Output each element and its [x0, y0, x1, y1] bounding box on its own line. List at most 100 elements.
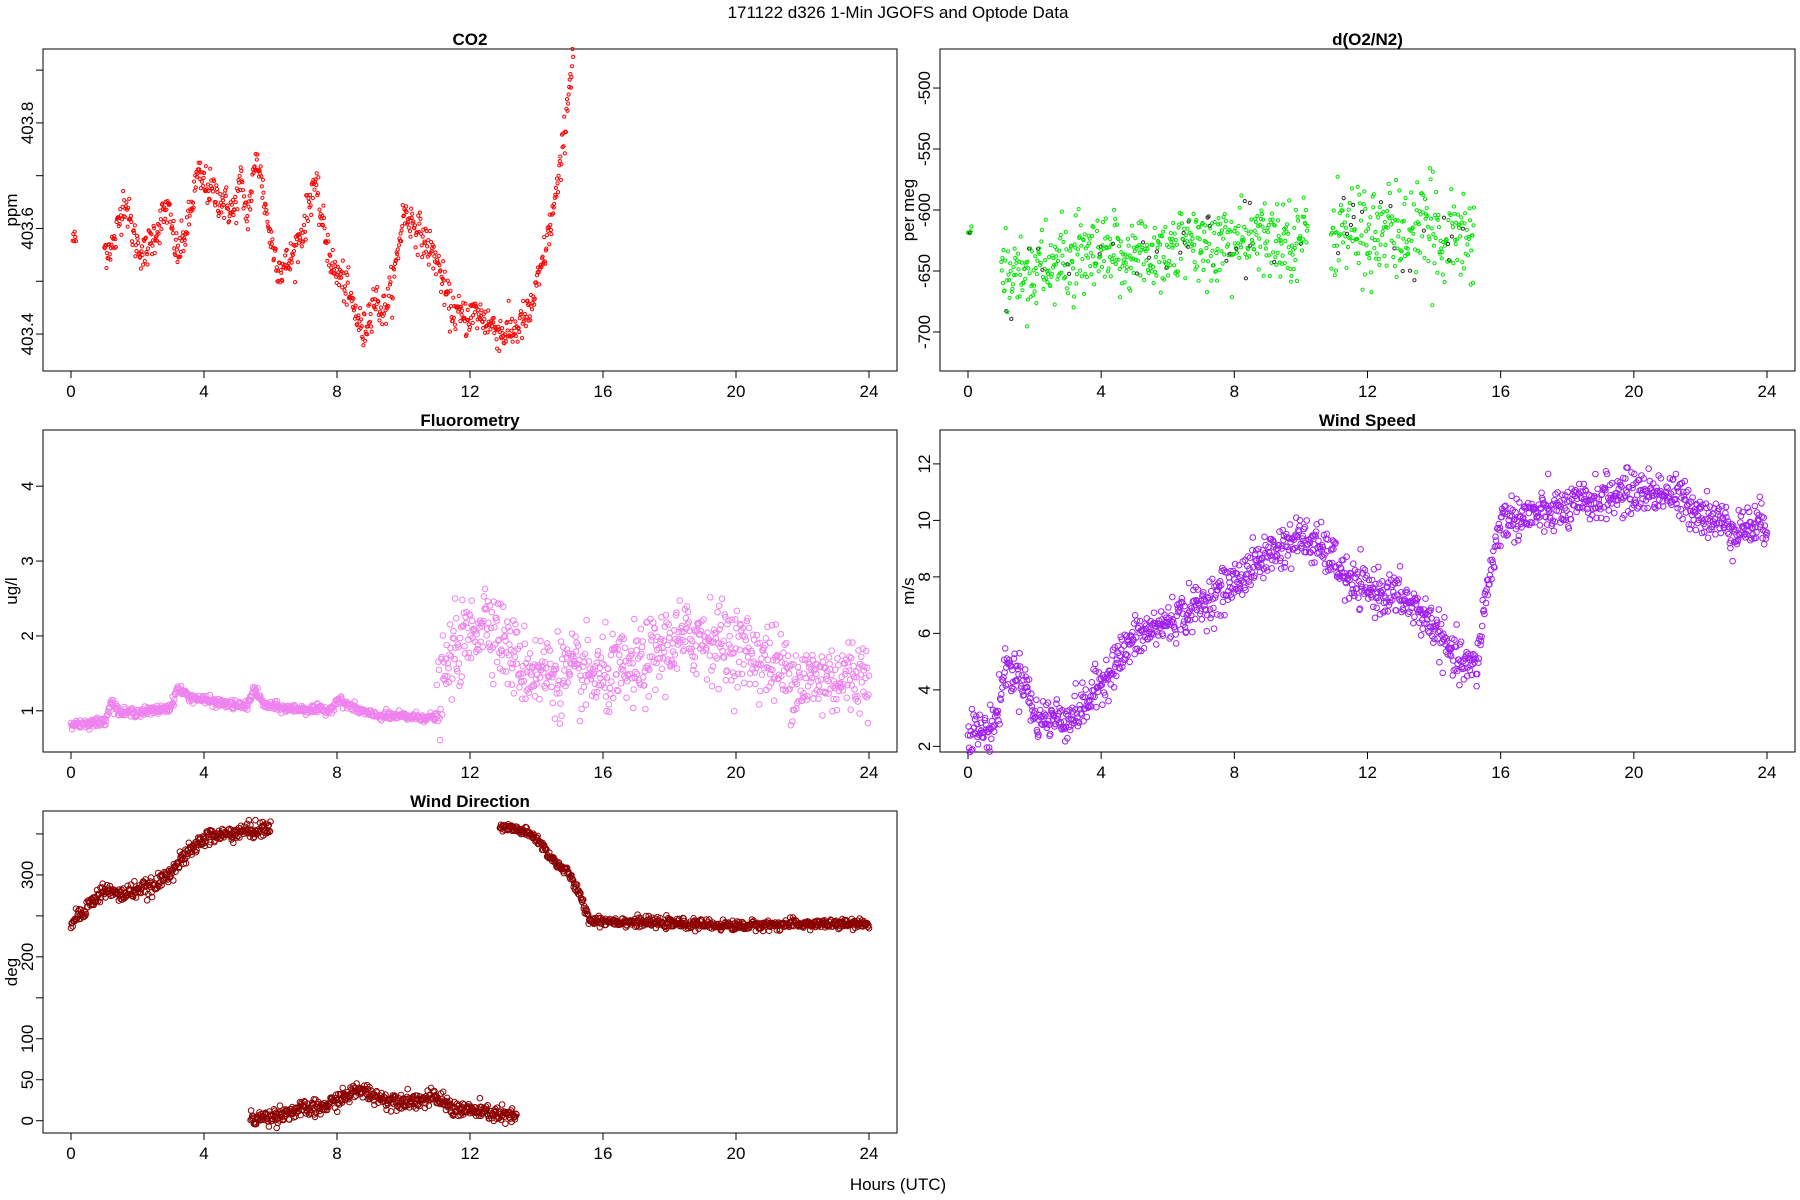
- data-point: [1361, 241, 1366, 246]
- data-point: [1008, 269, 1013, 274]
- data-point: [1367, 250, 1373, 255]
- data-point: [1168, 263, 1173, 268]
- data-point: [1080, 257, 1085, 262]
- data-point: [143, 235, 148, 240]
- data-point: [1279, 241, 1284, 246]
- data-point: [217, 210, 222, 215]
- data-point: [122, 214, 127, 219]
- data-point: [452, 615, 460, 622]
- y-axis-label: per meg: [899, 179, 918, 241]
- data-point: [202, 170, 207, 176]
- data-point: [571, 54, 576, 60]
- data-point: [745, 624, 753, 632]
- data-point: [1303, 207, 1309, 213]
- x-axis-label: Hours (UTC): [850, 1175, 946, 1194]
- data-point: [440, 281, 445, 286]
- data-point: [499, 667, 507, 675]
- data-point: [71, 239, 77, 244]
- data-point: [442, 302, 447, 307]
- data-point: [1027, 271, 1032, 276]
- data-point: [360, 334, 365, 339]
- y-tick-label: 200: [18, 943, 37, 971]
- data-point: [152, 226, 157, 231]
- data-point: [1355, 236, 1360, 242]
- data-point: [1092, 282, 1097, 287]
- data-point: [539, 265, 544, 270]
- data-point: [112, 704, 119, 712]
- data-point: [1460, 260, 1465, 265]
- data-point: [225, 203, 230, 208]
- data-point: [1162, 277, 1167, 282]
- data-point: [1024, 324, 1030, 329]
- data-point: [1178, 256, 1183, 261]
- data-point: [1276, 528, 1283, 535]
- data-point: [1291, 266, 1296, 272]
- data-point: [1380, 229, 1385, 234]
- data-point: [1215, 246, 1220, 252]
- data-point: [1114, 642, 1122, 650]
- data-point: [1451, 204, 1457, 209]
- data-point: [1418, 212, 1423, 217]
- data-point: [321, 203, 326, 208]
- data-point: [513, 660, 521, 667]
- data-point: [239, 168, 244, 173]
- data-point: [1023, 276, 1028, 281]
- data-point: [758, 671, 766, 679]
- data-point: [720, 654, 728, 661]
- data-point: [1118, 295, 1123, 300]
- data-point: [314, 182, 319, 188]
- data-point: [1355, 184, 1360, 189]
- data-point: [1125, 236, 1131, 241]
- data-point: [1371, 192, 1376, 197]
- data-point: [1275, 250, 1280, 255]
- y-tick-label: 12: [915, 454, 934, 473]
- data-point: [1412, 278, 1417, 283]
- data-point: [126, 205, 131, 210]
- data-point: [1397, 188, 1402, 193]
- data-point: [1348, 235, 1353, 240]
- data-point: [1022, 266, 1027, 272]
- data-point: [679, 647, 687, 655]
- data-point: [1212, 219, 1217, 225]
- data-point: [1411, 613, 1418, 621]
- data-point: [1550, 527, 1558, 535]
- data-point: [578, 705, 585, 713]
- data-point: [369, 329, 374, 334]
- data-point: [646, 666, 653, 674]
- data-point: [569, 64, 575, 69]
- data-point: [1006, 272, 1011, 277]
- data-point: [467, 324, 472, 330]
- data-point: [1286, 231, 1291, 236]
- data-point: [1224, 258, 1229, 263]
- y-tick-label: 6: [915, 629, 934, 638]
- data-point: [1254, 232, 1259, 237]
- data-point: [437, 705, 444, 713]
- data-point: [474, 645, 481, 653]
- data-point: [528, 318, 533, 323]
- data-point: [1209, 278, 1214, 283]
- data-point: [609, 694, 617, 702]
- data-point: [400, 224, 405, 229]
- data-point: [385, 286, 390, 291]
- data-point: [1031, 268, 1036, 273]
- data-point: [558, 154, 563, 159]
- data-point: [974, 741, 982, 748]
- data-point: [1079, 274, 1085, 279]
- data-point: [1243, 276, 1249, 281]
- data-point: [1110, 259, 1115, 264]
- data-point: [121, 189, 126, 194]
- data-point: [513, 333, 519, 339]
- data-point: [1301, 237, 1306, 242]
- data-point: [784, 652, 792, 660]
- data-point: [762, 635, 770, 642]
- data-point: [850, 662, 857, 670]
- data-point: [317, 207, 322, 212]
- data-point: [1169, 593, 1176, 601]
- data-point: [655, 645, 663, 652]
- data-point: [1152, 235, 1157, 240]
- x-tick-label: 4: [1096, 763, 1105, 782]
- data-point: [555, 181, 560, 186]
- data-point: [485, 323, 490, 328]
- data-point: [1154, 273, 1159, 278]
- data-point: [1645, 465, 1652, 473]
